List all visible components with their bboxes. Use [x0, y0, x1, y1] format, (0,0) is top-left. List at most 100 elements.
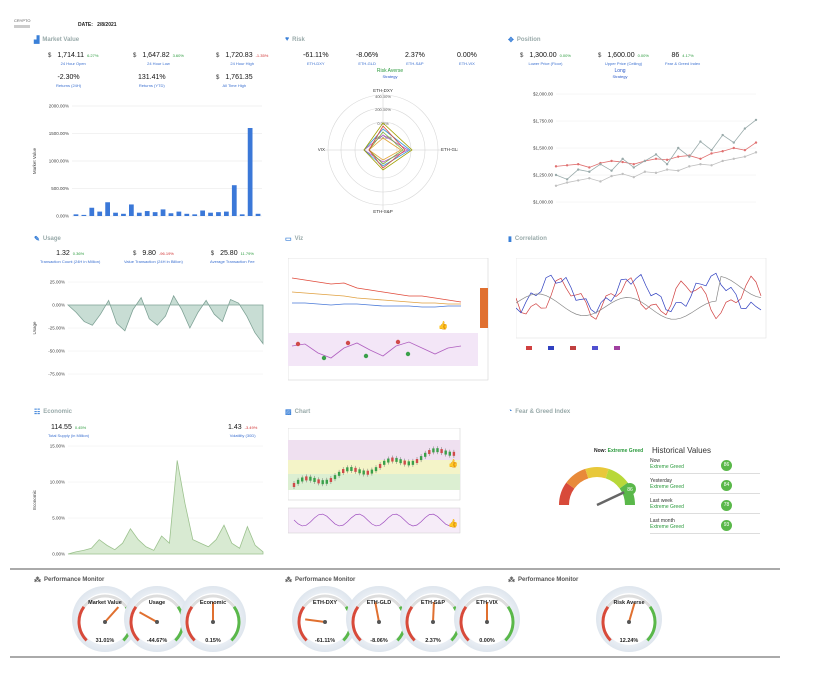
performance-gauge: Economic 0.15% [180, 586, 246, 652]
stat-value: 131.41% [138, 74, 166, 81]
network-icon: ⁂ [508, 577, 515, 584]
gauge-band [464, 594, 510, 608]
risk-stat: -61.11% ETH-DXY [303, 52, 329, 66]
stat-value: -2.30% [57, 74, 80, 81]
stat-label: ETH-DXY [307, 61, 325, 66]
y-tick-label: 1000.00% [49, 159, 69, 164]
gauge-band [302, 594, 348, 608]
bar [200, 210, 205, 216]
stat-label: Transaction Count (24H in Million) [40, 259, 101, 264]
gauge-band [297, 605, 308, 642]
gauge-band [410, 594, 456, 608]
candle [383, 460, 386, 465]
gauge-value: -44.67% [147, 638, 168, 644]
position-point [610, 174, 613, 178]
position-point [710, 152, 713, 155]
candle [317, 479, 320, 484]
rsi-line [293, 513, 454, 527]
image-icon: ▨ [285, 409, 292, 416]
position-point [565, 181, 569, 184]
stat-label: Total Supply (in Million) [48, 433, 90, 438]
economic-stat: 1.43 -3.49% Volatility (30D) [228, 424, 257, 438]
gauge-value: 0.00% [479, 638, 495, 644]
gauge-dial: ETH-VIX 0.00% [459, 594, 515, 644]
position-point [621, 160, 624, 164]
viz-line [291, 291, 461, 305]
stat-label: Lower Price (Floor) [528, 61, 563, 66]
gauge-hub [323, 620, 327, 624]
position-point [577, 163, 580, 166]
gauge-dial: Risk Averse 12.24% [601, 594, 657, 644]
historical-value-row: Last week Extreme Greed 78 [650, 498, 760, 514]
bar [136, 212, 142, 216]
usage-area [66, 294, 264, 345]
viz-signal [345, 340, 351, 346]
zone-low [288, 474, 460, 490]
gauge-icon: ◔ [508, 408, 513, 415]
period-label: Now [650, 458, 661, 464]
position-point [610, 169, 613, 172]
position-point [699, 140, 702, 143]
candle [333, 475, 337, 480]
risk-stat: 0.00% ETH-VIX [457, 52, 477, 66]
y-tick-label: -50.00% [48, 349, 65, 354]
market-stat: $1,647.82 3.60% 24 Hour Low [133, 52, 184, 66]
price-candlestick-chart[interactable]: 👍👍 [288, 428, 493, 540]
position-point [588, 170, 591, 173]
gauge-hub [155, 620, 159, 624]
bar [247, 128, 253, 216]
position-series [555, 119, 757, 180]
position-point [665, 163, 669, 166]
value-badge: 84 [721, 480, 732, 491]
market-return: $1,761.35 All Time High [216, 74, 253, 88]
market-stat: $1,714.11 6.27% 24 Hour Open [48, 52, 98, 66]
perf-title-1: ⁂ Performance Monitor [34, 577, 105, 584]
zone-top [288, 440, 460, 460]
economic-panel-title: ☷ Economic [34, 409, 72, 416]
thumbs-up-icon: 👍 [448, 518, 458, 528]
gauge-band [356, 594, 402, 608]
position-point [599, 163, 602, 166]
correlation-chart[interactable] [516, 258, 768, 358]
position-point [665, 168, 669, 171]
position-point [599, 180, 602, 183]
radar-axis-label: ETH-DXY [373, 88, 393, 93]
currency-symbol: $ [520, 53, 524, 59]
stat-change: 3.60% [172, 53, 184, 58]
currency-symbol: $ [48, 53, 52, 59]
currency-symbol: $ [133, 53, 137, 59]
risk-radar-chart: 400.00%200.00%0.00%-200.00%ETH-DXYETH-GL… [318, 88, 458, 213]
gauge-needle [596, 491, 625, 507]
stat-label: Upper Price (Ceiling) [604, 61, 643, 66]
gauge-band [190, 594, 236, 608]
candle [452, 451, 456, 456]
position-point [577, 179, 580, 182]
stat-value: 1,647.82 [142, 52, 170, 59]
position-point [732, 157, 735, 160]
position-point [665, 158, 669, 162]
risk-status: Risk Averse Strategy [376, 68, 404, 79]
market-panel-title: ▟ Market Value [34, 37, 80, 44]
period-label: Last month [650, 518, 675, 524]
candle [325, 479, 328, 484]
usage-panel-title: ✎ Usage [34, 236, 61, 243]
position-point [743, 148, 747, 152]
date-value: 2/8/2021 [97, 22, 117, 28]
stat-change: 6.27% [87, 53, 99, 58]
stat-label: Volatility (30D) [229, 433, 256, 438]
gauge-name: Market Value [88, 600, 122, 606]
position-stat: $1,300.00 0.00% Lower Price (Floor) [520, 52, 571, 66]
corr-series [516, 275, 762, 320]
y-tick-label: 0.00% [56, 214, 69, 219]
viz-embedded-chart[interactable]: 👍 [288, 258, 493, 383]
currency-symbol: $ [132, 251, 137, 257]
fear-panel-title: ◔ Fear & Greed Index [508, 408, 571, 415]
currency-symbol: $ [210, 251, 215, 257]
economic-area [67, 460, 264, 555]
date-label: DATE: [78, 22, 93, 28]
gauge-band [504, 605, 515, 642]
economic-stat: 114.55 0.45% Total Supply (in Million) [48, 424, 89, 438]
position-panel-title: ✥ Position [508, 37, 541, 44]
y-axis-label: Economic [32, 489, 37, 510]
heart-icon: ♥ [285, 36, 290, 43]
